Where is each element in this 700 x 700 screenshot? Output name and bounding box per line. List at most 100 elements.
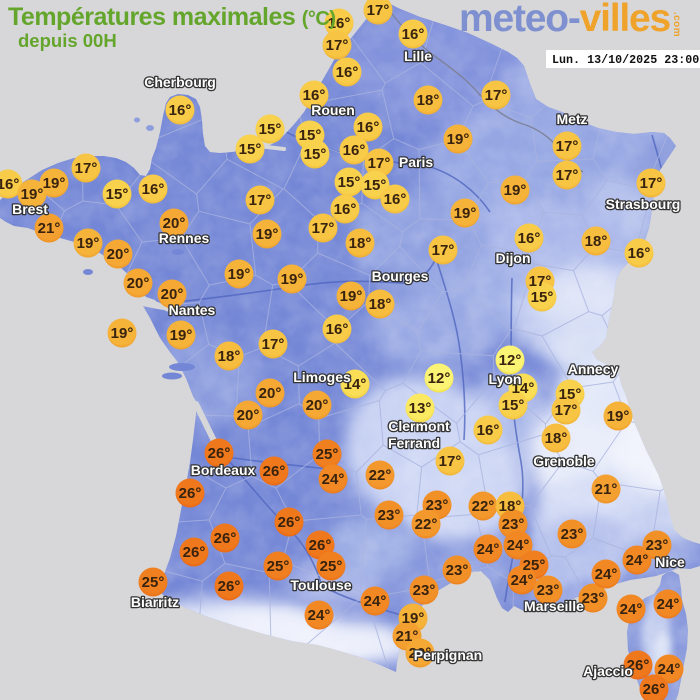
svg-text:17°: 17° [367, 2, 390, 19]
svg-text:Ajaccio: Ajaccio [583, 663, 633, 679]
svg-text:23°: 23° [561, 526, 584, 543]
svg-text:21°: 21° [396, 628, 419, 645]
svg-text:26°: 26° [309, 537, 332, 554]
svg-text:26°: 26° [214, 530, 237, 547]
svg-text:19°: 19° [256, 226, 279, 243]
svg-text:15°: 15° [239, 141, 262, 158]
svg-text:14°: 14° [512, 380, 535, 397]
svg-text:16°: 16° [336, 64, 359, 81]
svg-text:19°: 19° [447, 131, 470, 148]
svg-text:Cherbourg: Cherbourg [144, 74, 216, 90]
svg-text:16°: 16° [343, 142, 366, 159]
svg-text:Rouen: Rouen [311, 102, 355, 118]
svg-text:Lyon: Lyon [489, 371, 522, 387]
svg-text:18°: 18° [349, 235, 372, 252]
svg-text:26°: 26° [218, 578, 241, 595]
svg-text:22°: 22° [472, 498, 495, 515]
svg-text:16°: 16° [518, 230, 541, 247]
svg-text:19°: 19° [43, 175, 66, 192]
svg-text:20°: 20° [306, 397, 329, 414]
svg-text:Biarritz: Biarritz [131, 594, 179, 610]
svg-text:25°: 25° [316, 446, 339, 463]
svg-text:19°: 19° [454, 205, 477, 222]
svg-text:16°: 16° [326, 321, 349, 338]
svg-text:22°: 22° [369, 467, 392, 484]
svg-text:20°: 20° [107, 246, 130, 263]
svg-text:24°: 24° [511, 572, 534, 589]
svg-text:17°: 17° [249, 192, 272, 209]
svg-text:17°: 17° [312, 220, 335, 237]
svg-text:25°: 25° [523, 557, 546, 574]
svg-text:17°: 17° [529, 273, 552, 290]
svg-text:Nice: Nice [655, 554, 685, 570]
svg-text:16°: 16° [169, 102, 192, 119]
svg-text:19°: 19° [340, 288, 363, 305]
svg-text:17°: 17° [439, 453, 462, 470]
svg-text:19°: 19° [228, 266, 251, 283]
svg-text:23°: 23° [378, 507, 401, 524]
svg-text:20°: 20° [237, 407, 260, 424]
svg-text:20°: 20° [163, 215, 186, 232]
svg-text:Nantes: Nantes [169, 302, 216, 318]
svg-text:26°: 26° [208, 445, 231, 462]
svg-text:17°: 17° [556, 167, 579, 184]
svg-text:24°: 24° [658, 661, 681, 678]
svg-text:17°: 17° [368, 155, 391, 172]
svg-text:Limoges: Limoges [293, 369, 351, 385]
svg-text:18°: 18° [369, 296, 392, 313]
svg-text:Perpignan: Perpignan [414, 647, 482, 663]
svg-text:Brest: Brest [12, 201, 48, 217]
svg-text:17°: 17° [432, 242, 455, 259]
svg-text:24°: 24° [308, 607, 331, 624]
svg-text:16°: 16° [628, 245, 651, 262]
svg-text:Clermont: Clermont [388, 418, 450, 434]
svg-text:15°: 15° [299, 127, 322, 144]
svg-text:19°: 19° [170, 327, 193, 344]
svg-text:21°: 21° [38, 220, 61, 237]
svg-text:20°: 20° [127, 275, 150, 292]
svg-text:Metz: Metz [556, 111, 587, 127]
svg-text:Paris: Paris [399, 154, 433, 170]
svg-text:16°: 16° [0, 176, 19, 193]
svg-text:16°: 16° [384, 191, 407, 208]
svg-text:16°: 16° [303, 87, 326, 104]
svg-text:18°: 18° [417, 92, 440, 109]
svg-text:Bordeaux: Bordeaux [191, 462, 256, 478]
svg-text:21°: 21° [595, 481, 618, 498]
svg-text:23°: 23° [646, 537, 669, 554]
svg-text:23°: 23° [426, 497, 449, 514]
svg-text:23°: 23° [446, 562, 469, 579]
svg-text:Grenoble: Grenoble [533, 453, 595, 469]
svg-text:18°: 18° [218, 348, 241, 365]
svg-text:12°: 12° [428, 370, 451, 387]
svg-text:17°: 17° [555, 402, 578, 419]
svg-text:23°: 23° [502, 516, 525, 533]
svg-text:20°: 20° [161, 286, 184, 303]
svg-text:24°: 24° [364, 593, 387, 610]
svg-text:18°: 18° [585, 233, 608, 250]
svg-text:24°: 24° [322, 471, 345, 488]
svg-text:26°: 26° [263, 463, 286, 480]
svg-text:Lille: Lille [404, 48, 432, 64]
svg-text:16°: 16° [334, 201, 357, 218]
svg-text:24°: 24° [477, 541, 500, 558]
svg-text:20°: 20° [409, 645, 432, 662]
svg-text:26°: 26° [179, 485, 202, 502]
svg-text:19°: 19° [21, 186, 44, 203]
svg-text:19°: 19° [281, 271, 304, 288]
svg-text:16°: 16° [357, 119, 380, 136]
svg-text:Strasbourg: Strasbourg [606, 196, 681, 212]
svg-text:17°: 17° [262, 336, 285, 353]
svg-text:Annecy: Annecy [568, 361, 619, 377]
svg-text:17°: 17° [640, 175, 663, 192]
svg-text:24°: 24° [657, 596, 680, 613]
svg-text:23°: 23° [537, 582, 560, 599]
svg-text:16°: 16° [328, 15, 351, 32]
svg-text:25°: 25° [142, 574, 165, 591]
svg-text:15°: 15° [259, 121, 282, 138]
svg-text:22°: 22° [415, 516, 438, 533]
svg-text:25°: 25° [267, 558, 290, 575]
svg-text:26°: 26° [278, 514, 301, 531]
svg-text:26°: 26° [183, 544, 206, 561]
svg-text:Toulouse: Toulouse [290, 577, 351, 593]
